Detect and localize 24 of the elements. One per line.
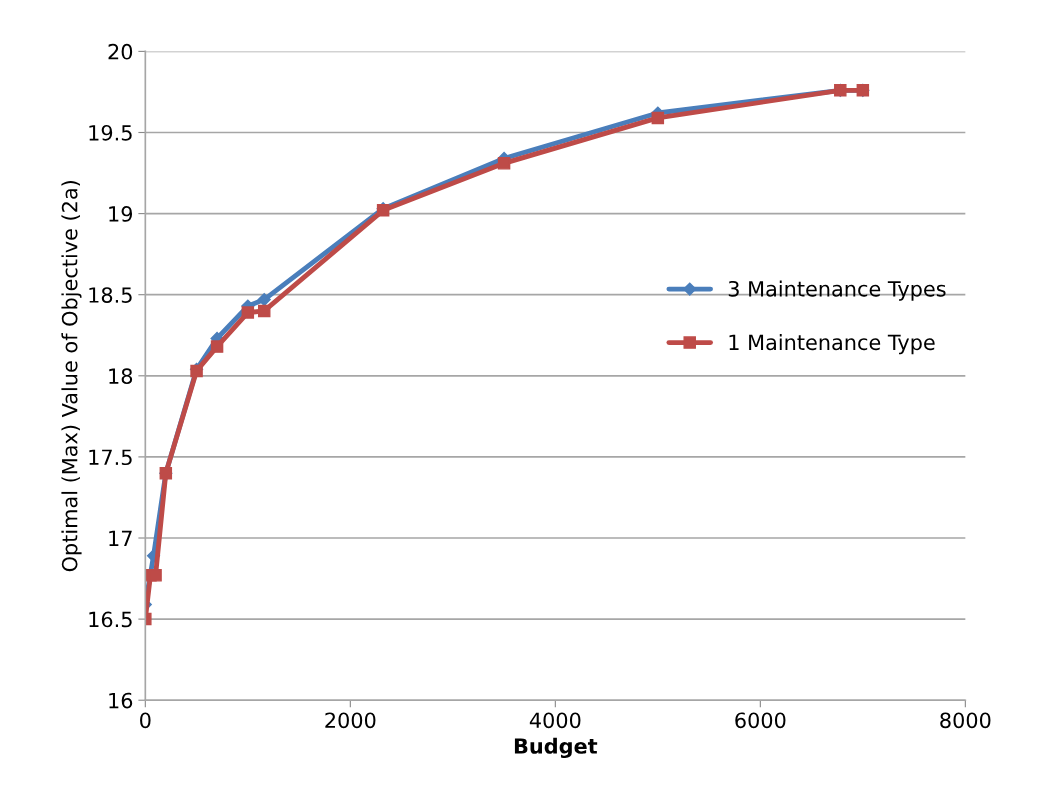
point [210, 340, 224, 353]
y-tick-label: 18 [109, 368, 133, 385]
legend-label: 1 Maintenance Type [729, 334, 935, 355]
y-tick-label: 19.5 [89, 124, 132, 141]
x-axis-title: Budget [514, 737, 598, 759]
legend-label: 3 Maintenance Types [728, 280, 946, 301]
x-tick-label: 6000 [735, 712, 786, 729]
y-tick-label: 20 [108, 43, 133, 60]
point [497, 157, 511, 170]
x-tick-label: 4000 [529, 712, 581, 729]
x-tick-label: 8000 [940, 712, 991, 729]
y-tick-label: 19 [109, 206, 133, 222]
point [651, 111, 665, 125]
y-tick-label: 17.5 [89, 449, 132, 466]
y-tick-label: 18.5 [89, 287, 132, 303]
y-tick-label: 16 [109, 692, 133, 709]
point [241, 306, 255, 319]
x-tick-label: 0 [140, 712, 151, 729]
point [257, 292, 271, 307]
y-tick-label: 16.5 [89, 611, 132, 628]
point [257, 304, 271, 318]
y-tick-label: 17 [109, 530, 132, 546]
x-tick-label: 2000 [325, 712, 376, 729]
y-axis-title: Optimal (Max) Value of Objective (2a) [61, 180, 82, 572]
